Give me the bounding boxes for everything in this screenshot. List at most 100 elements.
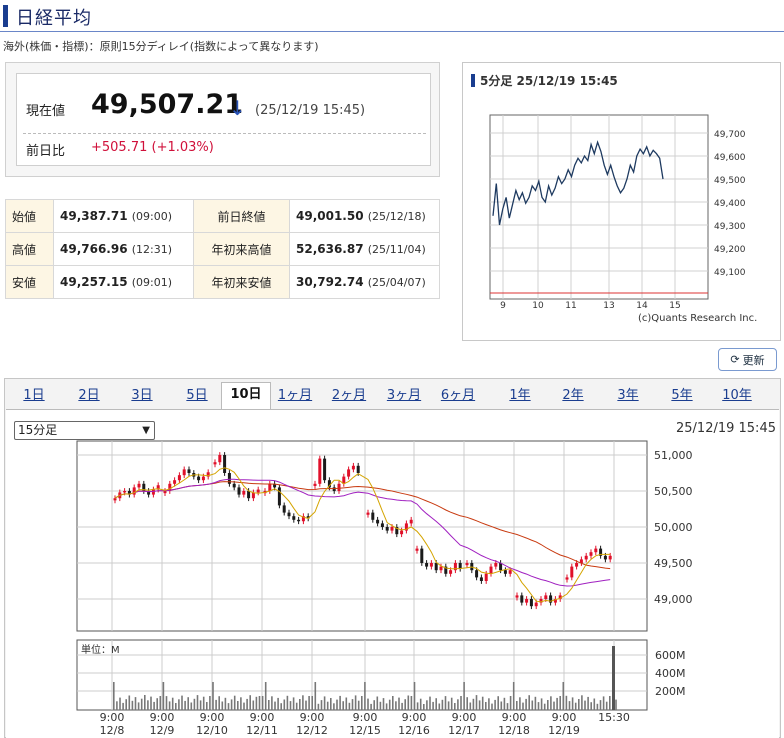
quote-divider (23, 133, 426, 134)
candle-body (351, 465, 355, 470)
tab-9[interactable]: 6ヶ月 (440, 388, 476, 403)
volume-bar (258, 696, 261, 710)
volume-bar (311, 696, 313, 710)
candle-body (242, 491, 246, 495)
volume-bar (302, 695, 304, 710)
x-time-label: 9:00 (150, 711, 175, 724)
tab-1[interactable]: 1日 (23, 388, 45, 403)
volume-bar (289, 701, 292, 710)
candle-body (385, 527, 389, 531)
x-tick-label: 11 (565, 301, 576, 311)
volume-bar (342, 701, 344, 710)
candle-body (251, 492, 255, 499)
candle-body (306, 516, 310, 519)
refresh-button[interactable]: ⟳ 更新 (718, 348, 777, 371)
volume-bar (466, 697, 468, 710)
volume-bar (243, 702, 245, 710)
x-tick-label: 15 (669, 301, 680, 311)
quote-time: (25/12/19 15:45) (255, 103, 366, 118)
candle-body (163, 491, 167, 494)
tab-2[interactable]: 2日 (78, 388, 100, 403)
volume-bar (423, 704, 425, 710)
volume-bar (612, 646, 615, 710)
ytd-low-value: 30,792.74 (25/04/07) (289, 265, 440, 299)
candle-body (366, 512, 370, 515)
candle-body (453, 563, 457, 571)
page-header: 日経平均 (0, 0, 784, 32)
volume-bar (562, 682, 565, 710)
volume-bar (481, 696, 484, 710)
volume-bar (395, 701, 397, 710)
volume-bar (326, 701, 329, 710)
volume-bar (336, 699, 338, 710)
candle-body (327, 480, 331, 488)
candle-body (347, 469, 351, 477)
tab-7[interactable]: 2ヶ月 (331, 388, 367, 403)
volume-bar (574, 702, 577, 710)
candle-body (465, 563, 469, 566)
header-divider (0, 31, 784, 32)
volume-bar (264, 682, 267, 710)
x-date-label: 12/11 (246, 724, 278, 737)
candle-body (565, 577, 569, 580)
candle-body (318, 458, 322, 484)
volume-bar (534, 696, 537, 710)
volume-bar (252, 700, 255, 710)
volume-bar (382, 698, 385, 710)
candle-body (268, 483, 272, 491)
tab-13[interactable]: 5年 (671, 388, 693, 403)
tab-11[interactable]: 2年 (562, 388, 584, 403)
x-time-label: 9:00 (552, 711, 577, 724)
volume-bar (330, 698, 332, 710)
x-date-label: 12/19 (548, 724, 580, 737)
volume-bar (419, 698, 422, 710)
tab-4[interactable]: 5日 (186, 388, 208, 403)
tab-3[interactable]: 3日 (131, 388, 153, 403)
volume-bar (537, 702, 540, 710)
stats-row: 安値 49,257.15 (09:01) 年初来安値 30,792.74 (25… (5, 265, 440, 299)
volume-bar (599, 700, 602, 710)
volume-bar (413, 682, 416, 710)
volume-bar (457, 699, 459, 710)
quote-panel: 現在値 49,507.21 ↓ (25/12/19 15:45) 前日比 +50… (5, 62, 440, 177)
candle-body (515, 595, 519, 598)
volume-unit-label: 単位：M (81, 643, 120, 656)
candle-body (503, 570, 507, 574)
candle-body (277, 487, 281, 506)
tab-10[interactable]: 1年 (509, 388, 531, 403)
volume-bar (454, 703, 456, 710)
candle-body (182, 469, 186, 476)
candle-body (489, 566, 493, 574)
volume-bar (233, 695, 236, 710)
volume-bar (463, 682, 465, 710)
down-arrow-icon: ↓ (229, 96, 246, 120)
volume-bar (578, 699, 580, 710)
volume-bar (156, 698, 158, 710)
candle-body (297, 519, 301, 522)
tab-12[interactable]: 3年 (617, 388, 639, 403)
candle-body (520, 595, 524, 603)
interval-select[interactable]: 15分足 ▼ (14, 421, 155, 440)
price-change: +505.71 (+1.03%) (91, 140, 214, 155)
volume-bar (286, 695, 289, 710)
volume-bar (429, 696, 431, 710)
volume-bar (299, 699, 301, 710)
volume-bar (268, 700, 270, 710)
volume-bar (125, 699, 127, 710)
volume-bar (559, 696, 561, 710)
tab-5[interactable]: 10日 (221, 382, 271, 409)
y-tick-label: 51,000 (654, 449, 693, 462)
y-tick-label: 49,000 (654, 593, 693, 606)
candle-body (156, 485, 160, 490)
y-tick-label: 49,400 (714, 199, 746, 209)
volume-bar (333, 703, 335, 710)
x-time-label: 9:00 (502, 711, 527, 724)
volume-bar (202, 696, 205, 710)
tab-8[interactable]: 3ヶ月 (386, 388, 422, 403)
tab-6[interactable]: 1ヶ月 (277, 388, 313, 403)
refresh-label: 更新 (742, 353, 765, 367)
candle-body (313, 483, 317, 486)
x-date-label: 12/16 (398, 724, 430, 737)
candle-body (113, 498, 117, 501)
tab-14[interactable]: 10年 (722, 388, 752, 403)
